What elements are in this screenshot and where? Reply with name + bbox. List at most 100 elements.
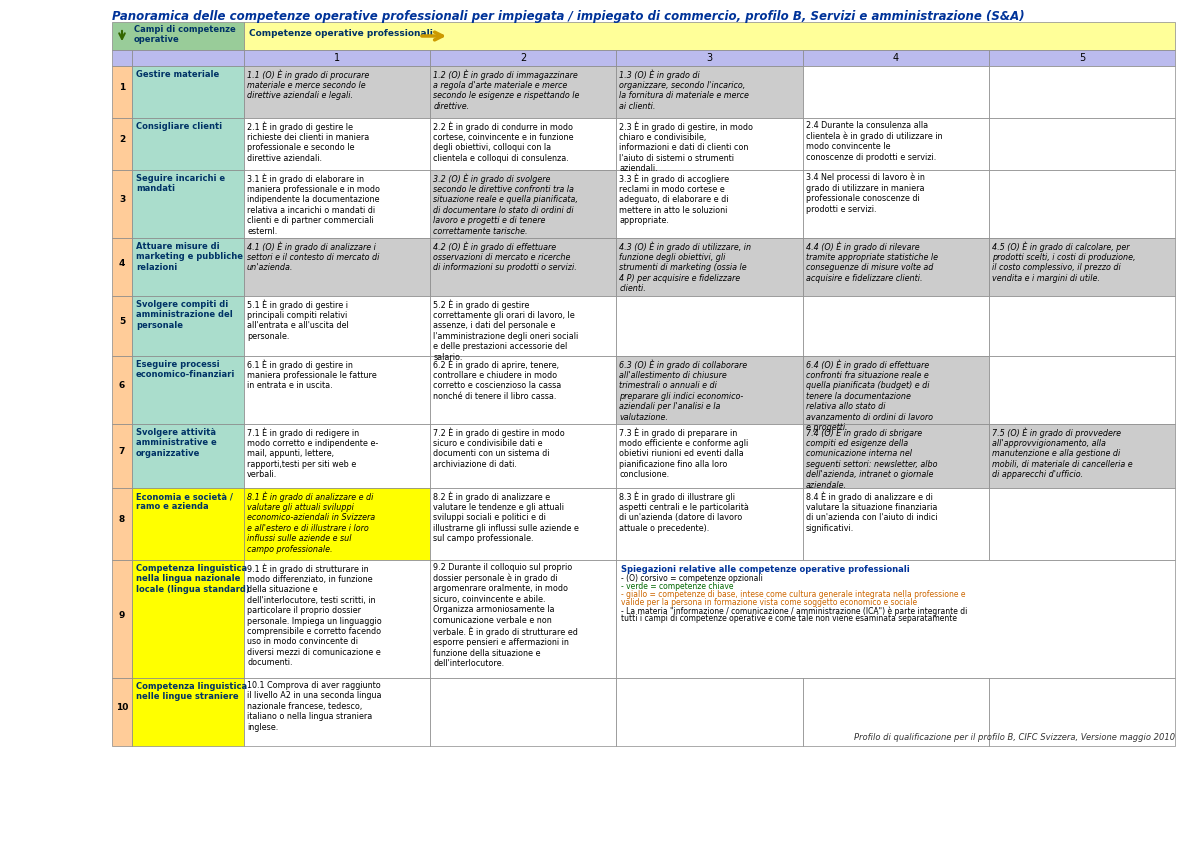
Bar (803, 118, 989, 170)
Text: 7.4 (O) È in grado di sbrigare
compiti ed esigenze della
comunicazione interna n: 7.4 (O) È in grado di sbrigare compiti e… (805, 427, 937, 489)
Bar (112, 66, 132, 118)
Text: Spiegazioni relative alle competenze operative professionali: Spiegazioni relative alle competenze ope… (622, 565, 910, 574)
Bar (132, 356, 244, 424)
Text: Campi di competenze
operative: Campi di competenze operative (135, 25, 236, 45)
Bar (244, 678, 430, 746)
Text: 9: 9 (119, 610, 125, 620)
Text: 8.3 È in grado di illustrare gli
aspetti centrali e le particolarità
di un'azien: 8.3 È in grado di illustrare gli aspetti… (619, 491, 749, 533)
Text: Profilo di qualificazione per il profilo B, CIFC Svizzera, Versione maggio 2010: Profilo di qualificazione per il profilo… (854, 733, 1176, 742)
Bar (244, 50, 430, 66)
Bar (989, 118, 1176, 170)
Bar (244, 66, 430, 118)
Bar (112, 678, 132, 746)
Bar (803, 296, 989, 356)
Text: Gestire materiale: Gestire materiale (136, 70, 219, 79)
Bar (244, 296, 430, 356)
Bar (617, 424, 803, 488)
Text: 4.4 (O) È in grado di rilevare
tramite appropriate statistiche le
conseguenze di: 4.4 (O) È in grado di rilevare tramite a… (805, 241, 937, 283)
Bar (803, 238, 989, 296)
Bar (617, 356, 803, 424)
Bar (803, 678, 989, 746)
Text: Competenza linguistica
nella lingua nazionale
locale (lingua standard): Competenza linguistica nella lingua nazi… (136, 564, 250, 594)
Text: 7.1 È in grado di redigere in
modo corretto e indipendente e-
mail, appunti, let: 7.1 È in grado di redigere in modo corre… (247, 427, 379, 479)
Bar (989, 356, 1176, 424)
Bar (989, 238, 1176, 296)
Text: - verde = competenze chiave: - verde = competenze chiave (622, 582, 734, 591)
Bar (430, 678, 617, 746)
Text: 3.4 Nel processi di lavoro è in
grado di utilizzare in maniera
professionale con: 3.4 Nel processi di lavoro è in grado di… (805, 173, 924, 214)
Text: Competenze operative professionali: Competenze operative professionali (249, 29, 432, 38)
Text: 6.3 (O) È in grado di collaborare
all'allestimento di chiusure
trimestrali o ann: 6.3 (O) È in grado di collaborare all'al… (619, 359, 748, 422)
Text: Panoramica delle competenze operative professionali per impiegata / impiegato di: Panoramica delle competenze operative pr… (112, 10, 1024, 23)
Bar (430, 170, 617, 238)
Bar (803, 50, 989, 66)
Text: 2: 2 (119, 136, 125, 145)
Text: 4: 4 (892, 53, 899, 63)
Text: valide per la persona in formazione vista come soggetto economico e sociale: valide per la persona in formazione vist… (622, 598, 917, 607)
Bar (617, 560, 1176, 678)
Text: 4.2 (O) È in grado di effettuare
osservazioni di mercato e ricerche
di informazi: 4.2 (O) È in grado di effettuare osserva… (434, 241, 576, 272)
Bar (617, 488, 803, 560)
Bar (132, 170, 244, 238)
Bar (132, 118, 244, 170)
Bar (430, 66, 617, 118)
Text: 1.3 (O) È in grado di
organizzare, secondo l'incarico,
la fornitura di materiale: 1.3 (O) È in grado di organizzare, secon… (619, 69, 749, 110)
Bar (430, 560, 617, 678)
Bar (617, 118, 803, 170)
Bar (112, 170, 132, 238)
Bar (132, 488, 244, 560)
Bar (132, 50, 244, 66)
Text: - giallo = competenze di base, intese come cultura generale integrata nella prof: - giallo = competenze di base, intese co… (622, 590, 966, 599)
Bar (112, 238, 132, 296)
Text: 8.2 È in grado di analizzare e
valutare le tendenze e gli attuali
sviluppi socia: 8.2 È in grado di analizzare e valutare … (434, 491, 579, 543)
Text: 8: 8 (119, 515, 125, 525)
Bar (244, 488, 430, 560)
Text: 2.2 È in grado di condurre in modo
cortese, coinvincente e in funzione
degli obi: 2.2 È in grado di condurre in modo corte… (434, 121, 574, 163)
Text: 9.1 È in grado di strutturare in
modo differenziato, in funzione
della situazion: 9.1 È in grado di strutturare in modo di… (247, 563, 382, 667)
Bar (244, 238, 430, 296)
Text: 7.5 (O) È in grado di provvedere
all'approvvigionamento, alla
manutenzione e all: 7.5 (O) È in grado di provvedere all'app… (992, 427, 1133, 479)
Bar (989, 424, 1176, 488)
Bar (989, 296, 1176, 356)
Bar (430, 296, 617, 356)
Text: 2.1 È in grado di gestire le
richieste dei clienti in maniera
professionale e se: 2.1 È in grado di gestire le richieste d… (247, 121, 369, 163)
Text: 6.4 (O) È in grado di effettuare
confronti fra situazione reale e
quella pianifi: 6.4 (O) È in grado di effettuare confron… (805, 359, 933, 432)
Bar (112, 488, 132, 560)
Bar (617, 678, 803, 746)
Text: 7.2 È in grado di gestire in modo
sicuro e condivisibile dati e
documenti con un: 7.2 È in grado di gestire in modo sicuro… (434, 427, 565, 469)
Bar (989, 488, 1176, 560)
Bar (803, 170, 989, 238)
Text: 7: 7 (119, 447, 125, 456)
Bar (112, 560, 132, 678)
Text: 1: 1 (333, 53, 341, 63)
Text: 3.2 (O) È in grado di svolgere
secondo le direttive confronti tra la
situazione : 3.2 (O) È in grado di svolgere secondo l… (434, 173, 578, 236)
Bar (132, 66, 244, 118)
Text: Seguire incarichi e
mandati: Seguire incarichi e mandati (136, 174, 225, 194)
Bar (803, 424, 989, 488)
Text: 1.2 (O) È in grado di immagazzinare
a regola d'arte materiale e merce
secondo le: 1.2 (O) È in grado di immagazzinare a re… (434, 69, 580, 110)
Bar (244, 424, 430, 488)
Bar (617, 238, 803, 296)
Text: 5: 5 (1079, 53, 1085, 63)
Bar (430, 238, 617, 296)
Bar (112, 424, 132, 488)
Text: 10.1 Comprova di aver raggiunto
il livello A2 in una seconda lingua
nazionale fr: 10.1 Comprova di aver raggiunto il livel… (247, 681, 381, 732)
Text: 3: 3 (119, 195, 125, 205)
Bar (430, 488, 617, 560)
Text: Svolgere attività
amministrative e
organizzative: Svolgere attività amministrative e organ… (136, 428, 217, 458)
Bar (244, 22, 1176, 50)
Bar (112, 22, 244, 50)
Text: 7.3 È in grado di preparare in
modo efficiente e conforme agli
obietivi riunioni: 7.3 È in grado di preparare in modo effi… (619, 427, 749, 479)
Bar (132, 238, 244, 296)
Text: 3.1 È in grado di elaborare in
maniera professionale e in modo
indipendente la d: 3.1 È in grado di elaborare in maniera p… (247, 173, 380, 236)
Bar (112, 50, 132, 66)
Text: Eseguire processi
economico-finanziari: Eseguire processi economico-finanziari (136, 360, 236, 380)
Text: 10: 10 (116, 704, 129, 712)
Text: Svolgere compiti di
amministrazione del
personale: Svolgere compiti di amministrazione del … (136, 300, 232, 330)
Bar (132, 296, 244, 356)
Bar (430, 356, 617, 424)
Bar (112, 296, 132, 356)
Text: 2.4 Durante la consulenza alla
clientela è in grado di utilizzare in
modo convin: 2.4 Durante la consulenza alla clientela… (805, 121, 942, 162)
Bar (244, 560, 430, 678)
Bar (244, 118, 430, 170)
